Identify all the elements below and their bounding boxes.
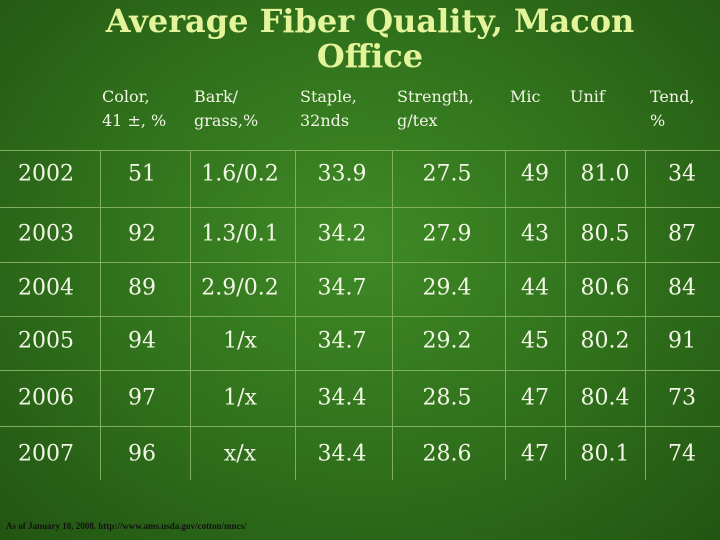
grid-line bbox=[0, 207, 720, 208]
table-cell: 80.4 bbox=[580, 385, 630, 411]
grid-line bbox=[0, 262, 720, 263]
table-cell: 80.5 bbox=[580, 221, 630, 247]
table-cell: 92 bbox=[128, 221, 156, 247]
grid-line bbox=[392, 150, 393, 480]
column-header: Tend, bbox=[650, 87, 695, 106]
row-year: 2007 bbox=[18, 441, 74, 467]
table-cell: 49 bbox=[521, 161, 549, 187]
table-cell: 29.2 bbox=[422, 328, 472, 354]
table-cell: 97 bbox=[128, 385, 156, 411]
title: Average Fiber Quality, Macon Office bbox=[105, 2, 635, 76]
table-cell: 2.9/0.2 bbox=[201, 275, 279, 301]
table-cell: 33.9 bbox=[317, 161, 367, 187]
row-year: 2002 bbox=[18, 161, 74, 187]
table-cell: 34.4 bbox=[317, 441, 367, 467]
grid-line bbox=[0, 426, 720, 427]
table-cell: 34 bbox=[668, 161, 696, 187]
table-cell: 87 bbox=[668, 221, 696, 247]
table-cell: 1.6/0.2 bbox=[201, 161, 279, 187]
row-year: 2006 bbox=[18, 385, 74, 411]
table-cell: 34.4 bbox=[317, 385, 367, 411]
column-header: Color, bbox=[102, 87, 150, 106]
table-cell: 80.6 bbox=[580, 275, 630, 301]
table-cell: 51 bbox=[128, 161, 156, 187]
column-header: grass,% bbox=[194, 111, 259, 130]
table-cell: 91 bbox=[668, 328, 696, 354]
table-cell: 1/x bbox=[223, 385, 257, 411]
column-header: Mic bbox=[510, 87, 541, 106]
table-cell: 45 bbox=[521, 328, 549, 354]
table-cell: 47 bbox=[521, 441, 549, 467]
grid-line bbox=[295, 150, 296, 480]
grid-line bbox=[565, 150, 566, 480]
footnote: As of January 10, 2008. http://www.ams.u… bbox=[6, 521, 247, 531]
table-cell: 27.9 bbox=[422, 221, 472, 247]
table-cell: x/x bbox=[223, 441, 257, 467]
column-header: % bbox=[650, 111, 666, 130]
table-cell: 94 bbox=[128, 328, 156, 354]
grid-line bbox=[100, 150, 101, 480]
column-header: g/tex bbox=[397, 111, 438, 130]
table-cell: 47 bbox=[521, 385, 549, 411]
grid-line bbox=[505, 150, 506, 480]
column-header: 41 ±, % bbox=[102, 111, 167, 130]
column-header: Strength, bbox=[397, 87, 474, 106]
table-cell: 43 bbox=[521, 221, 549, 247]
table-cell: 44 bbox=[521, 275, 549, 301]
table-cell: 27.5 bbox=[422, 161, 472, 187]
column-header: Bark/ bbox=[194, 87, 239, 106]
table-cell: 96 bbox=[128, 441, 156, 467]
table-cell: 73 bbox=[668, 385, 696, 411]
table-cell: 34.2 bbox=[317, 221, 367, 247]
grid-line bbox=[0, 150, 720, 151]
row-year: 2004 bbox=[18, 275, 74, 301]
column-header: 32nds bbox=[300, 111, 350, 130]
table-cell: 1.3/0.1 bbox=[201, 221, 279, 247]
table-cell: 81.0 bbox=[580, 161, 630, 187]
row-year: 2003 bbox=[18, 221, 74, 247]
table-cell: 34.7 bbox=[317, 275, 367, 301]
table-cell: 80.1 bbox=[580, 441, 630, 467]
table-cell: 28.5 bbox=[422, 385, 472, 411]
row-year: 2005 bbox=[18, 328, 74, 354]
table-cell: 74 bbox=[668, 441, 696, 467]
table-cell: 28.6 bbox=[422, 441, 472, 467]
grid-line bbox=[0, 370, 720, 371]
table-cell: 84 bbox=[668, 275, 696, 301]
table-cell: 29.4 bbox=[422, 275, 472, 301]
grid-line bbox=[645, 150, 646, 480]
grid-line bbox=[0, 316, 720, 317]
grid-line bbox=[190, 150, 191, 480]
table-cell: 1/x bbox=[223, 328, 257, 354]
column-header: Staple, bbox=[300, 87, 357, 106]
column-header: Unif bbox=[570, 87, 605, 106]
table-cell: 34.7 bbox=[317, 328, 367, 354]
table-cell: 80.2 bbox=[580, 328, 630, 354]
table-cell: 89 bbox=[128, 275, 156, 301]
